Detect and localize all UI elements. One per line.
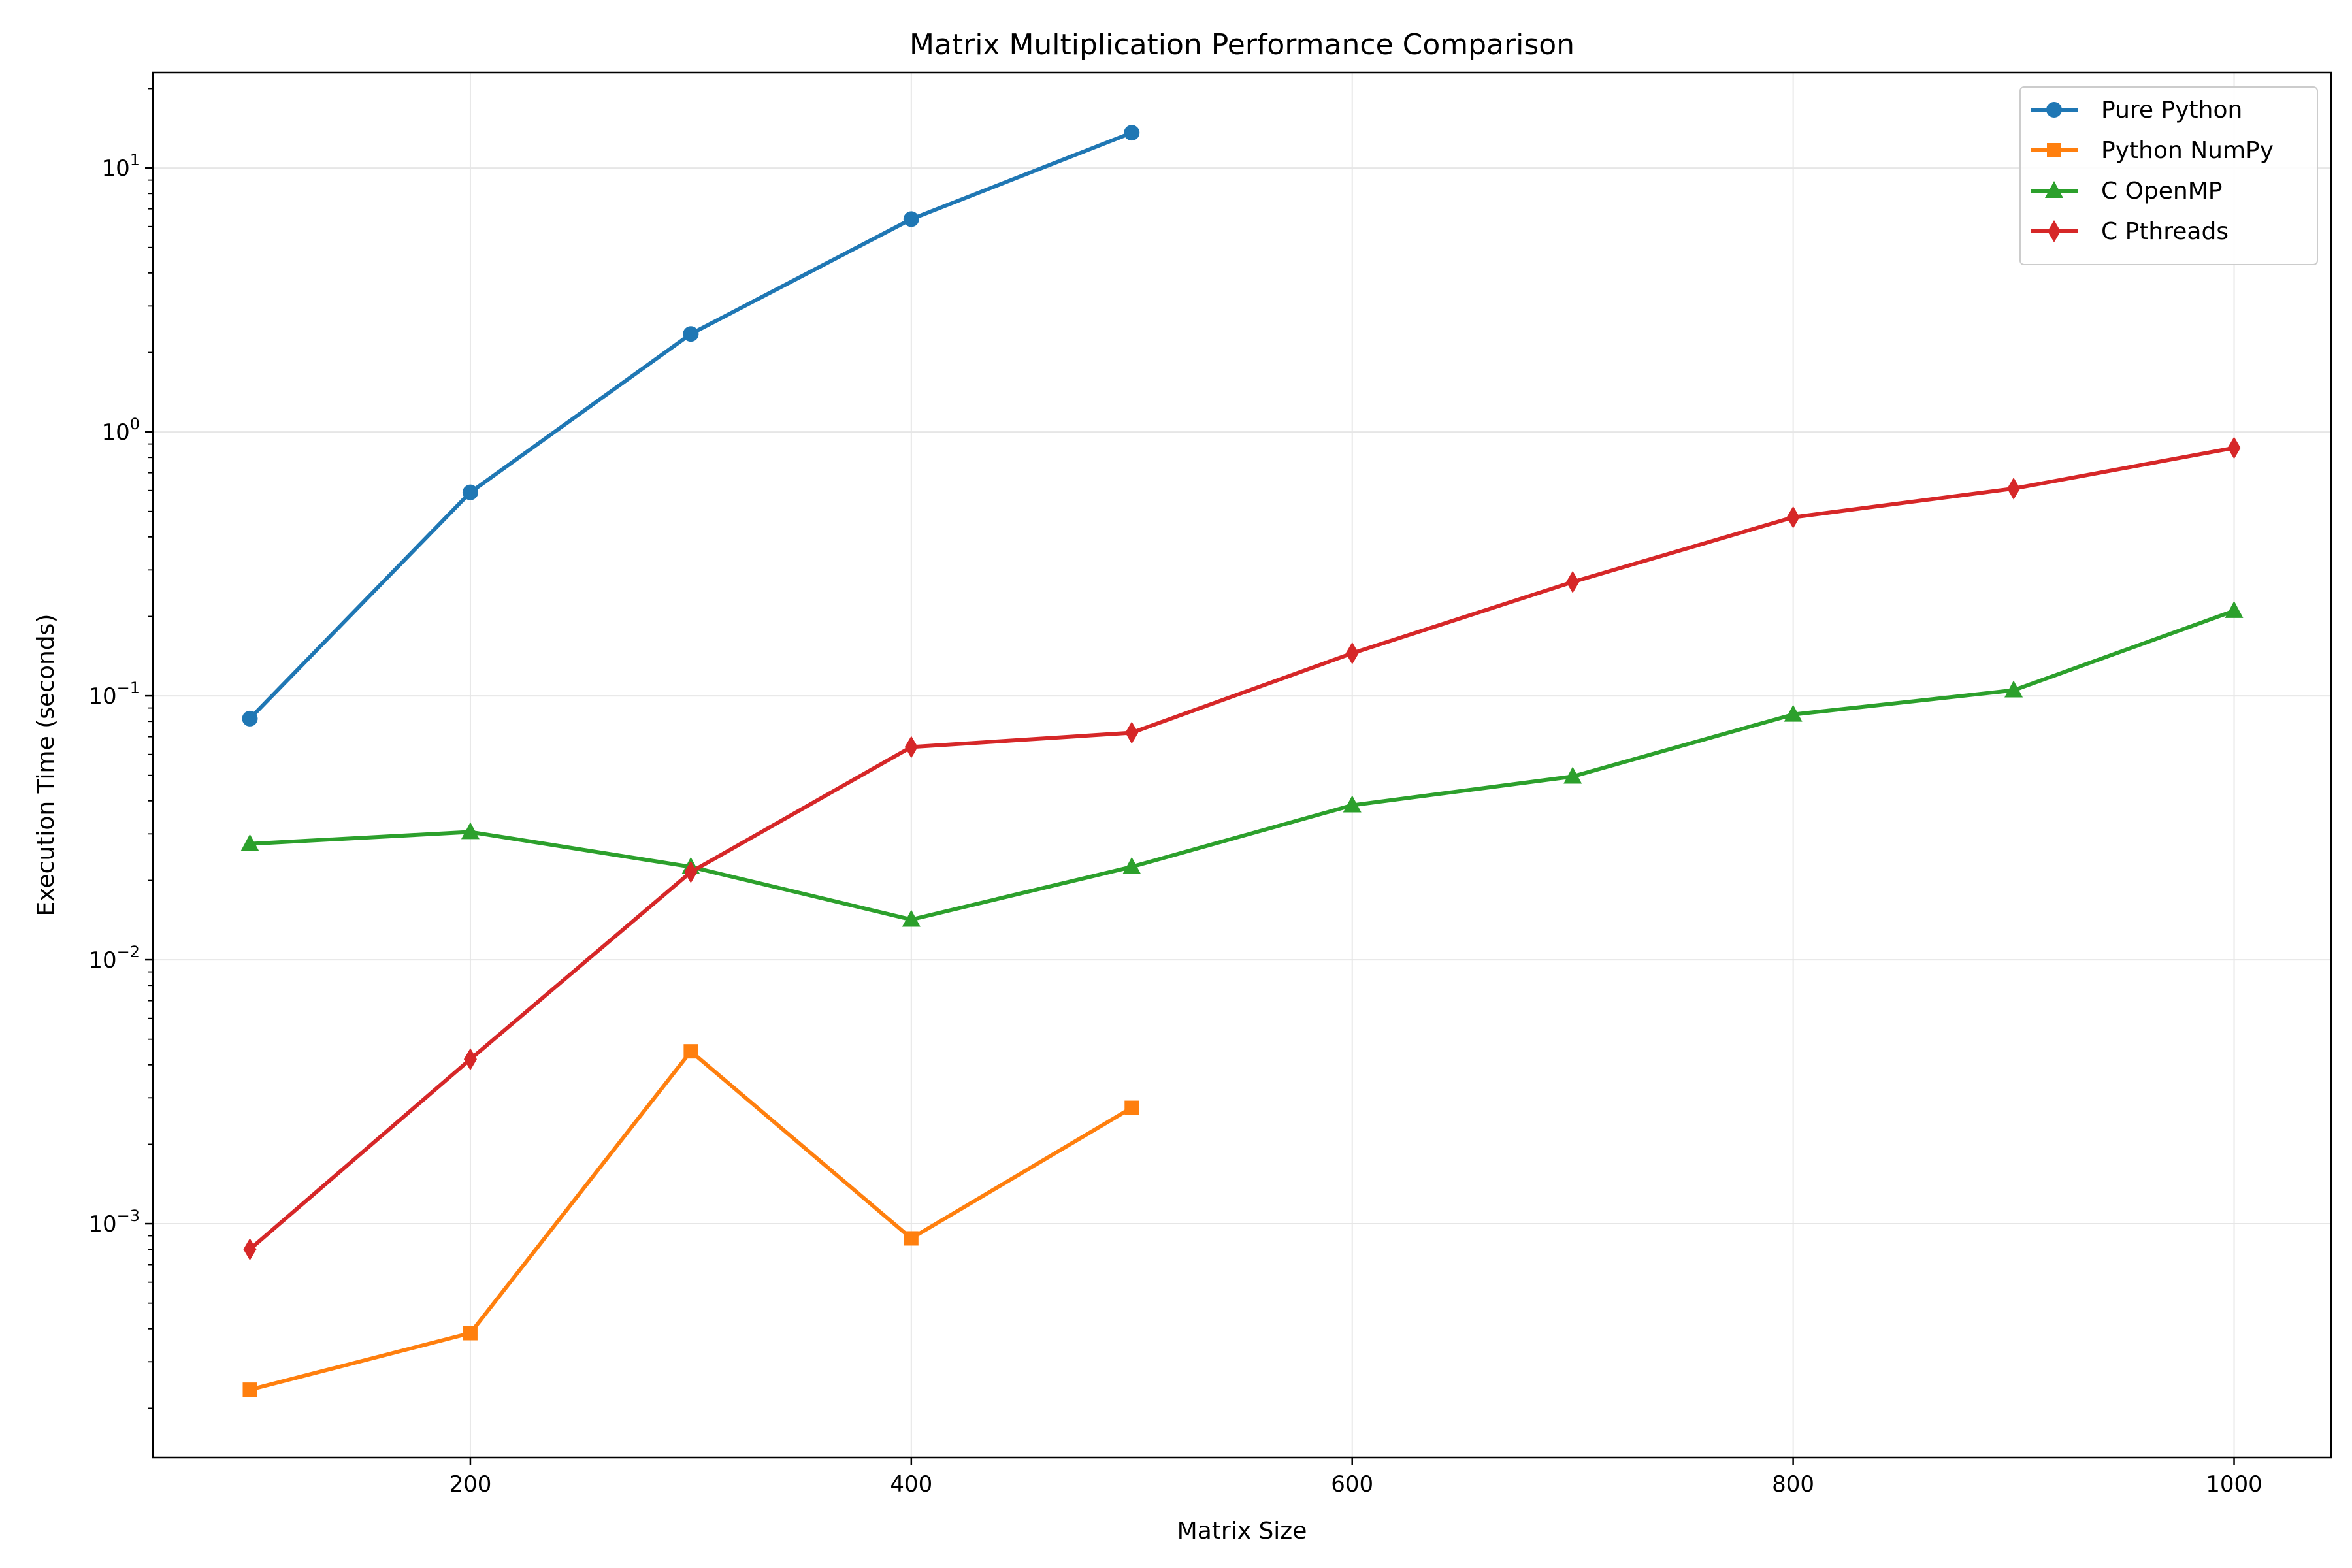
data-point-python-numpy [683,1044,698,1059]
y-axis-title: Execution Time (seconds) [33,614,59,917]
grid [153,73,2331,1458]
data-point-c-pthreads [904,736,918,759]
plot-series [240,125,2244,1397]
y-tick-label: 101 [101,151,140,182]
data-point-pure-python [242,710,258,727]
y-tick-label: 10−3 [88,1207,140,1237]
x-tick-label: 400 [890,1471,932,1497]
axis-ticks: 200 400 600 800 1000 10−3 10−2 10−1 100 101 [88,88,2262,1497]
data-point-c-openmp [1122,857,1141,874]
data-point-c-pthreads [2227,436,2241,459]
y-tick-label: 100 [101,415,140,446]
legend-marker-c-pthreads [2048,220,2061,242]
data-point-c-pthreads [2007,477,2021,500]
series-c-openmp [240,600,2244,927]
data-point-c-openmp [240,834,259,851]
x-axis-title: Matrix Size [1177,1518,1307,1544]
data-point-pure-python [462,484,478,500]
legend-marker-pure-python [2046,102,2062,118]
data-point-pure-python [683,326,699,342]
legend-item-c-openmp: C OpenMP [2031,178,2223,204]
legend-item-pure-python: Pure Python [2031,97,2242,123]
data-point-c-pthreads [1345,642,1359,664]
x-tick-label: 200 [449,1471,491,1497]
legend-marker-c-openmp [2045,181,2063,198]
data-point-c-pthreads [1566,570,1580,593]
series-python-numpy [242,1044,1139,1397]
legend-item-c-pthreads: C Pthreads [2031,218,2229,245]
legend: Pure Python Python NumPy C OpenMP C Pthread… [2019,86,2318,265]
data-point-c-pthreads [1786,506,1800,529]
data-point-python-numpy [463,1326,478,1341]
legend-label-python-numpy: Python NumPy [2101,137,2274,164]
legend-label-c-openmp: C OpenMP [2101,178,2223,204]
legend-label-pure-python: Pure Python [2101,97,2242,123]
legend-marker-python-numpy [2047,143,2061,157]
legend-box [2019,86,2318,265]
data-point-c-openmp [902,909,921,927]
data-point-c-openmp [2225,600,2244,618]
axes-frame [152,71,2332,1459]
data-point-python-numpy [904,1231,919,1246]
legend-label-c-pthreads: C Pthreads [2101,218,2229,245]
legend-item-python-numpy: Python NumPy [2031,137,2274,164]
x-tick-label: 1000 [2206,1471,2262,1497]
x-tick-label: 800 [1772,1471,1814,1497]
data-point-c-pthreads [684,860,698,883]
data-point-pure-python [1124,125,1140,141]
series-line-c-openmp [248,608,2236,922]
data-point-python-numpy [242,1382,257,1397]
data-point-c-openmp [1343,795,1362,813]
series-line-c-pthreads [248,446,2236,1252]
data-point-c-pthreads [463,1048,477,1071]
data-point-python-numpy [1124,1100,1139,1115]
data-point-c-pthreads [243,1238,257,1261]
y-tick-label: 10−2 [88,943,140,973]
series-c-pthreads [243,436,2241,1261]
x-tick-label: 600 [1331,1471,1373,1497]
series-pure-python [242,125,1140,727]
data-point-c-openmp [461,822,480,840]
data-point-c-openmp [2004,680,2023,698]
data-point-c-openmp [1784,704,1803,722]
y-tick-label: 10−1 [88,679,140,710]
data-point-c-pthreads [1125,721,1139,744]
data-point-c-openmp [1563,766,1582,784]
data-point-pure-python [903,211,919,227]
chart-title: Matrix Multiplication Performance Compar… [909,28,1575,61]
